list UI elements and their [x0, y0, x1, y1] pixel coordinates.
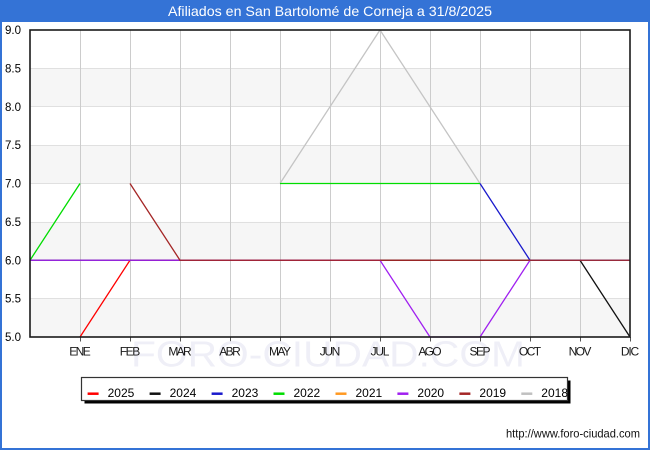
svg-text:http://www.foro-ciudad.com: http://www.foro-ciudad.com	[506, 427, 640, 441]
svg-text:6.0: 6.0	[5, 255, 21, 267]
svg-text:2021: 2021	[356, 386, 383, 400]
svg-text:MAR: MAR	[168, 345, 192, 359]
svg-text:8.5: 8.5	[5, 63, 21, 75]
svg-text:OCT: OCT	[519, 345, 542, 359]
svg-text:Afiliados en San Bartolomé de: Afiliados en San Bartolomé de Corneja a …	[168, 3, 492, 19]
svg-text:SEP: SEP	[470, 345, 491, 359]
svg-text:7.5: 7.5	[5, 140, 21, 152]
svg-text:JUN: JUN	[320, 345, 341, 359]
svg-text:9.0: 9.0	[5, 25, 21, 37]
svg-text:2023: 2023	[232, 386, 259, 400]
svg-text:FORO-CIUDAD.COM: FORO-CIUDAD.COM	[131, 334, 525, 375]
svg-text:8.0: 8.0	[5, 102, 21, 114]
svg-text:JUL: JUL	[371, 345, 390, 359]
svg-text:7.0: 7.0	[5, 179, 21, 191]
svg-text:AGO: AGO	[418, 345, 441, 359]
svg-text:2018: 2018	[541, 386, 568, 400]
svg-text:MAY: MAY	[269, 345, 291, 359]
svg-text:5.5: 5.5	[5, 294, 21, 306]
svg-text:5.0: 5.0	[5, 332, 21, 344]
svg-text:2019: 2019	[479, 386, 506, 400]
svg-text:FEB: FEB	[120, 345, 141, 359]
svg-text:DIC: DIC	[621, 345, 640, 359]
svg-text:2020: 2020	[417, 386, 444, 400]
svg-text:2025: 2025	[108, 386, 135, 400]
svg-text:NOV: NOV	[569, 345, 592, 359]
svg-text:2022: 2022	[294, 386, 321, 400]
svg-text:6.5: 6.5	[5, 217, 21, 229]
svg-text:ENE: ENE	[69, 345, 91, 359]
svg-text:2024: 2024	[170, 386, 197, 400]
svg-text:ABR: ABR	[219, 345, 241, 359]
